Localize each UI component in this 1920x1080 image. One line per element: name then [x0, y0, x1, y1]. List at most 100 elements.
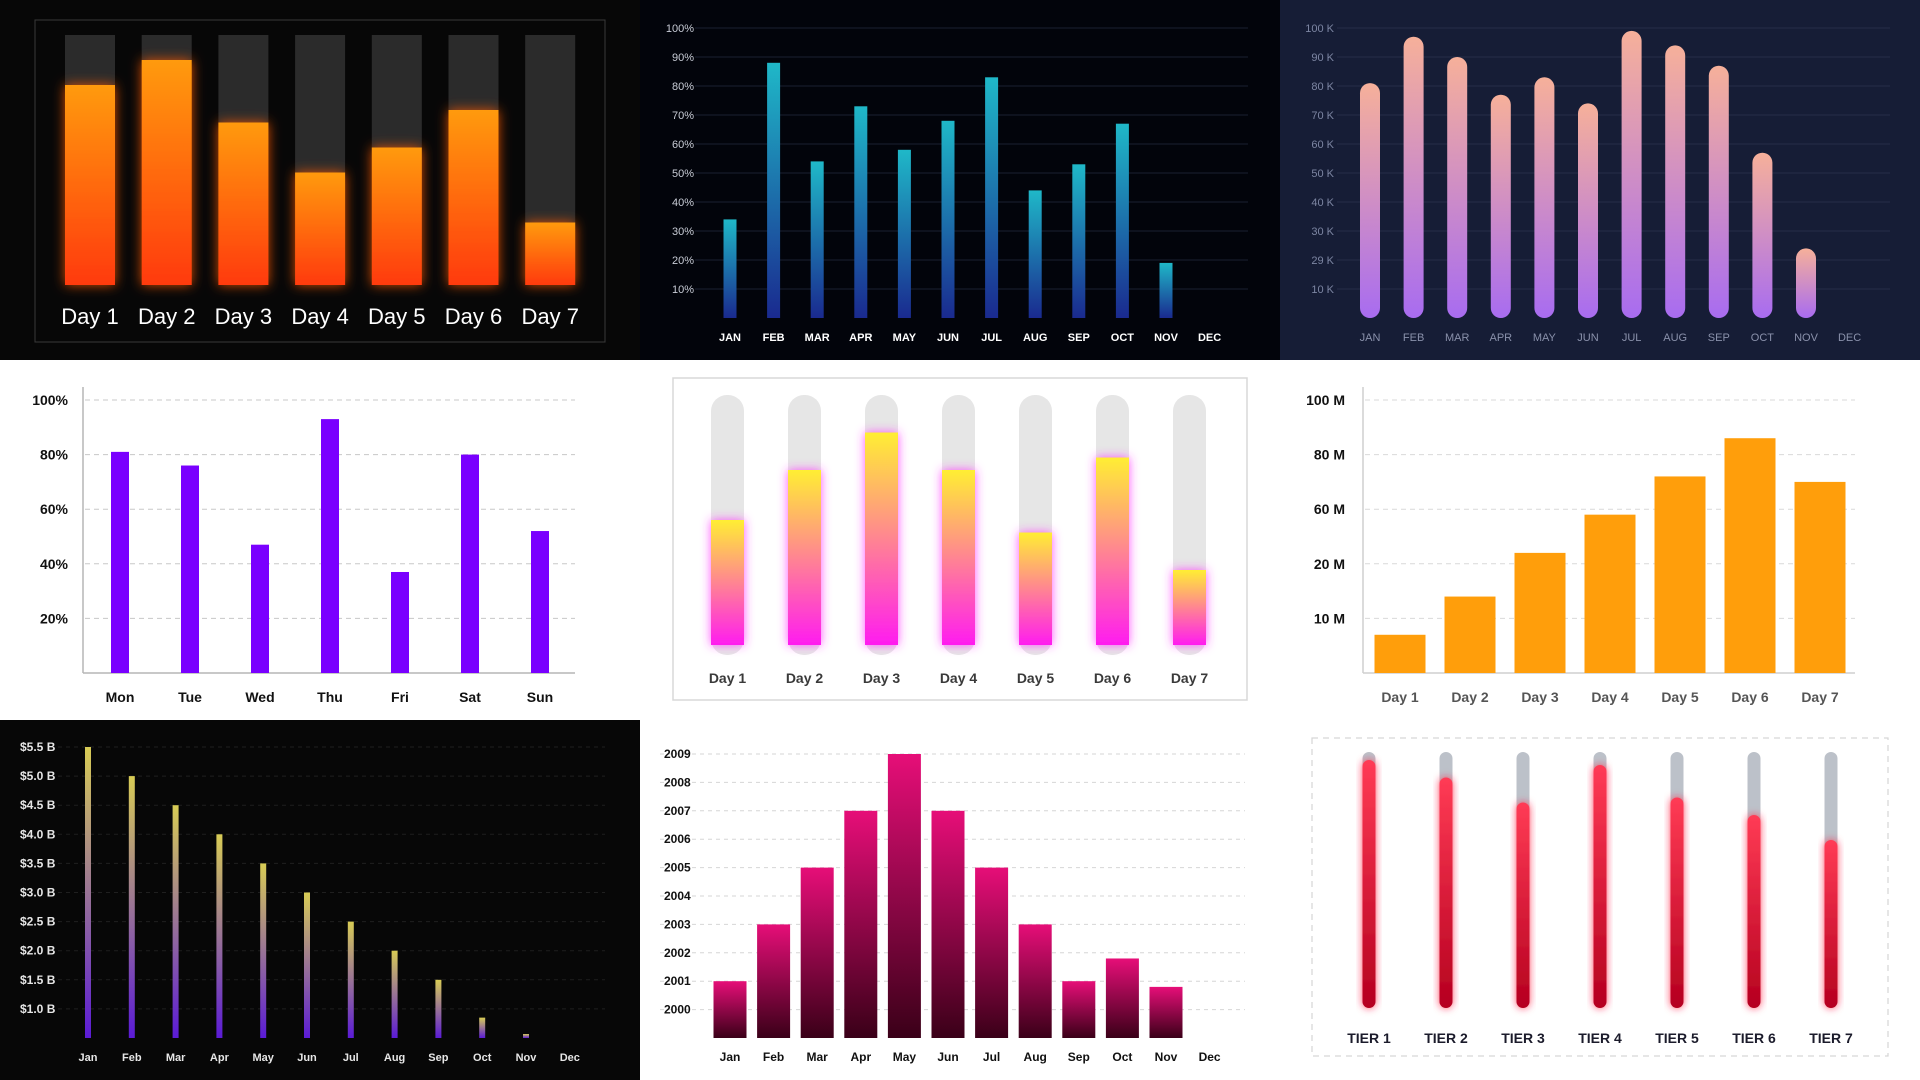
- y-tick-label: 30%: [672, 226, 694, 238]
- x-tick-label: Day 7: [521, 304, 578, 329]
- bar: [1747, 815, 1761, 1008]
- x-tick-label: DEC: [1838, 332, 1861, 344]
- y-tick-label: 80%: [672, 81, 694, 93]
- bar: [371, 147, 422, 285]
- x-tick-label: NOV: [1794, 332, 1819, 344]
- y-tick-label: 80 M: [1314, 447, 1345, 463]
- x-tick-label: Day 6: [445, 304, 502, 329]
- y-tick-label: 80 K: [1311, 81, 1334, 93]
- bar: [865, 432, 898, 645]
- bar: [304, 892, 310, 1038]
- x-tick-label: JUL: [1622, 332, 1642, 344]
- y-tick-label: $5.0 B: [20, 769, 56, 783]
- y-tick-label: 100 M: [1306, 392, 1345, 408]
- chart-svg-4: 20% 40% 60% 80% 100% Mon Tue Wed Thu Fri Sat Sun: [32, 387, 575, 705]
- x-tick-label: Day 5: [1017, 670, 1055, 686]
- x-tick-label: Day 4: [291, 304, 348, 329]
- x-tick-label: SEP: [1068, 332, 1090, 344]
- x-tick-label: TIER 4: [1578, 1030, 1622, 1046]
- x-tick-label: Jan: [720, 1050, 741, 1064]
- y-tick-label: 100%: [666, 23, 694, 35]
- x-tick-label: Jun: [937, 1050, 958, 1064]
- x-tick-label: Day 2: [138, 304, 195, 329]
- bar: [723, 219, 737, 318]
- x-tick-label: JUN: [1577, 332, 1598, 344]
- bar: [844, 810, 878, 1038]
- bar: [531, 531, 549, 673]
- bar: [1018, 924, 1052, 1038]
- chart-svg-7: $1.0 B $1.5 B $2.0 B $2.5 B $3.0 B $3.5 B $4.0…: [20, 740, 605, 1064]
- x-tick-label: Fri: [391, 689, 409, 705]
- x-tick-label: Day 7: [1171, 670, 1209, 686]
- y-tick-label: 70%: [672, 110, 694, 122]
- y-tick-label: 60%: [672, 139, 694, 151]
- y-tick-label: 10%: [672, 284, 694, 296]
- x-tick-label: Day 1: [61, 304, 118, 329]
- chart-svg-3: 10 K 29 K 30 K 40 K 50 K 60 K 70 K 80 K 90 K 100 …: [1305, 23, 1890, 344]
- bar: [1149, 986, 1183, 1038]
- x-tick-label: Nov: [516, 1052, 538, 1064]
- x-tick-label: Dec: [560, 1052, 580, 1064]
- bar: [1578, 103, 1598, 319]
- chart-panel-9: TIER 1 TIER 2 TIER 3 TIER 4 TIER 5 TIER 6 TIER…: [1280, 720, 1920, 1080]
- bar: [1072, 164, 1086, 318]
- bar: [295, 172, 346, 285]
- chart-frame: [1311, 737, 1889, 1057]
- bar: [897, 149, 911, 318]
- bar: [1654, 476, 1706, 673]
- x-tick-label: MAR: [1445, 332, 1470, 344]
- y-tick-label: 2006: [664, 832, 691, 846]
- chart-svg-8: 2000 2001 2002 2003 2004 2005 2006 2007 2008 2009…: [660, 747, 1245, 1064]
- bar: [391, 571, 409, 673]
- x-tick-label: Day 5: [368, 304, 425, 329]
- bar: [435, 979, 442, 1038]
- bar: [1796, 248, 1816, 318]
- bar: [65, 85, 115, 285]
- x-tick-label: TIER 2: [1424, 1030, 1468, 1046]
- bar: [887, 754, 921, 1038]
- x-tick-label: Apr: [850, 1050, 871, 1064]
- bar: [347, 921, 354, 1038]
- y-tick-label: 40%: [40, 556, 69, 572]
- bar: [1105, 958, 1139, 1038]
- bar: [1360, 83, 1380, 318]
- bar: [810, 161, 824, 318]
- bar: [172, 805, 179, 1038]
- y-tick-label: $1.0 B: [20, 1002, 56, 1016]
- bar: [1824, 840, 1838, 1008]
- bar: [1584, 514, 1636, 673]
- x-tick-label: Jul: [343, 1052, 359, 1064]
- x-tick-label: AUG: [1023, 332, 1047, 344]
- x-tick-label: Day 1: [1381, 689, 1419, 705]
- y-tick-label: 2000: [664, 1003, 691, 1017]
- y-tick-label: 2005: [664, 861, 691, 875]
- x-tick-label: JUN: [937, 332, 959, 344]
- bar: [713, 981, 747, 1038]
- x-tick-label: JUL: [981, 332, 1002, 344]
- bar: [1096, 457, 1129, 645]
- y-tick-label: 40%: [672, 197, 694, 209]
- x-tick-label: DEC: [1198, 332, 1221, 344]
- y-tick-label: 100 K: [1305, 23, 1334, 35]
- x-tick-label: Feb: [763, 1050, 784, 1064]
- chart-panel-6: 10 M 20 M 60 M 80 M 100 M Day 1 Day 2 Day 3 Day …: [1280, 360, 1920, 720]
- x-tick-label: TIER 3: [1501, 1030, 1545, 1046]
- x-tick-label: Sat: [459, 689, 481, 705]
- x-tick-label: Sep: [428, 1052, 448, 1064]
- y-tick-label: 2008: [664, 775, 691, 789]
- bar: [757, 924, 791, 1038]
- y-tick-label: 2009: [664, 747, 691, 761]
- x-tick-label: Oct: [473, 1052, 492, 1064]
- bar: [1752, 152, 1773, 318]
- x-tick-label: Day 1: [709, 670, 747, 686]
- bar: [218, 122, 269, 285]
- y-tick-label: $4.5 B: [20, 798, 56, 812]
- bar: [1374, 634, 1426, 673]
- chart-frame: [34, 19, 606, 343]
- x-tick-label: Nov: [1155, 1050, 1178, 1064]
- bar: [1516, 802, 1530, 1008]
- x-tick-label: Jan: [79, 1052, 98, 1064]
- x-tick-label: Day 7: [1801, 689, 1839, 705]
- x-tick-label: MAR: [805, 332, 830, 344]
- y-tick-label: 20%: [672, 255, 694, 267]
